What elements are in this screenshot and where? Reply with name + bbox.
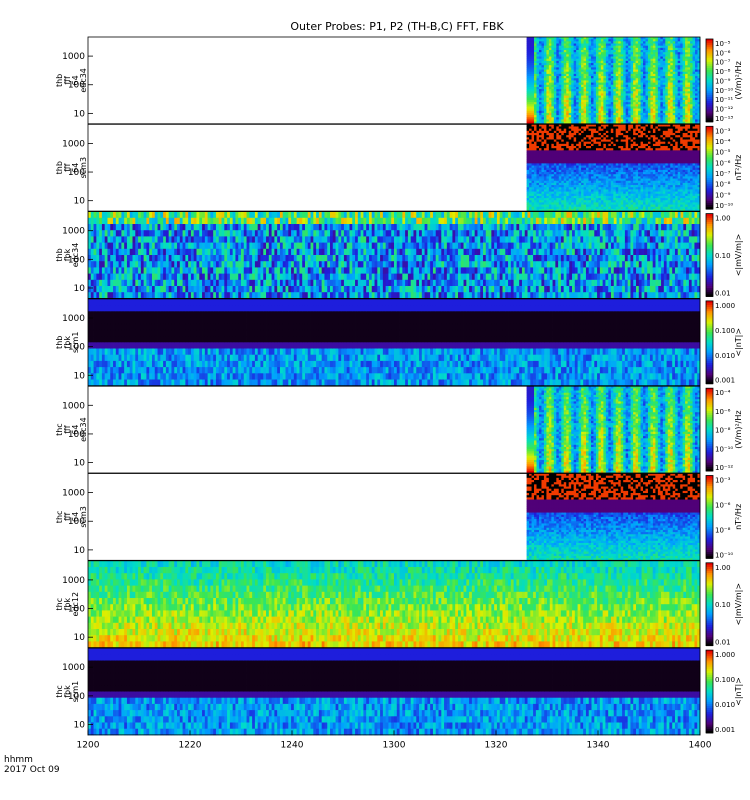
colorbar-tick-label: 10⁻⁶ (715, 49, 731, 57)
colorbar-tick-label: 10⁻⁹ (715, 77, 731, 85)
spectrogram-panel: 101001000thbfff64scm310⁻³10⁻⁴10⁻⁵10⁻⁶10⁻… (55, 124, 743, 211)
colorbar-tick-label: 10⁻⁵ (715, 40, 731, 48)
colorbar-tick-label: 10⁻¹⁰ (715, 87, 733, 95)
panels: 101001000thbfff64edc3410⁻⁵10⁻⁶10⁻⁷10⁻⁸10… (55, 37, 743, 735)
colorbar-tick-label: 10⁻⁸ (715, 68, 731, 76)
y-tick-label: 1000 (62, 52, 85, 62)
colorbar-label: (V/m)²/Hz (734, 61, 743, 99)
colorbar-tick-label: 10⁻¹³ (715, 115, 733, 123)
y-tick-label: 10 (74, 109, 86, 119)
colorbar-tick-label: 10⁻⁷ (715, 59, 731, 67)
panel-label-line: edc34 (79, 68, 88, 93)
spectrogram-panel: 101001000thbfff64edc3410⁻⁵10⁻⁶10⁻⁷10⁻⁸10… (55, 37, 743, 124)
colorbar-tick-label: 10⁻¹¹ (715, 96, 733, 104)
colorbar-tick-label: 10⁻¹² (715, 105, 733, 113)
figure-title: Outer Probes: P1, P2 (TH-B,C) FFT, FBK (290, 20, 504, 33)
